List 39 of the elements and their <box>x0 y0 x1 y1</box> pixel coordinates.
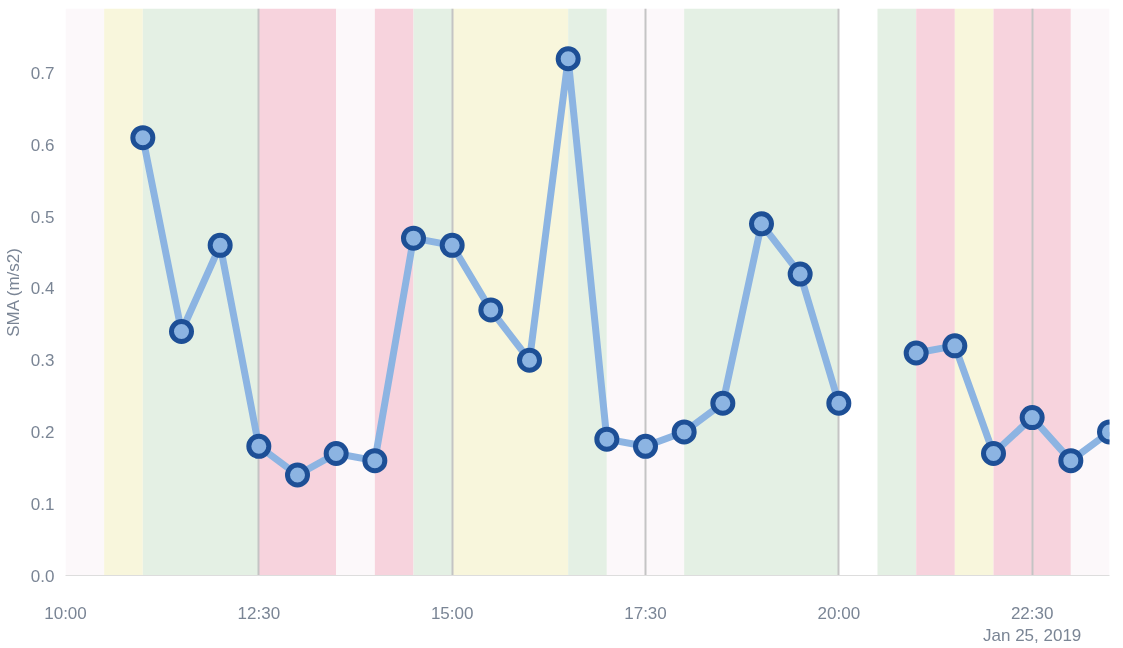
y-tick-label: 0.0 <box>30 566 55 586</box>
point <box>439 232 465 258</box>
point <box>749 211 774 237</box>
x-tick-label: 10:00 <box>44 603 87 623</box>
x-tick-label: 17:30 <box>624 603 667 623</box>
point <box>942 333 968 359</box>
point <box>710 390 736 416</box>
point <box>130 125 156 151</box>
point <box>169 318 194 344</box>
y-tick-label: 0.5 <box>30 207 55 227</box>
y-tick-label: 0.3 <box>30 351 55 371</box>
point <box>787 261 813 287</box>
point <box>285 462 310 488</box>
point <box>1019 405 1045 431</box>
y-tick-label: 0.1 <box>30 494 55 514</box>
x-tick-label: 12:30 <box>237 603 281 623</box>
point <box>594 426 620 452</box>
point <box>246 433 272 459</box>
x-tick-label: 22:30 Jan 25, 2019 <box>983 603 1082 646</box>
point <box>323 441 349 466</box>
y-tick-label: 0.6 <box>30 135 55 155</box>
point <box>362 448 388 474</box>
point <box>207 232 233 258</box>
point <box>981 441 1006 466</box>
point <box>478 297 504 323</box>
y-tick-label: 0.2 <box>30 422 55 442</box>
point <box>555 46 581 72</box>
point <box>401 225 426 251</box>
point <box>826 390 852 416</box>
y-tick-label: 0.4 <box>30 279 55 299</box>
x-tick-label: 20:00 <box>817 603 861 623</box>
point <box>517 347 542 373</box>
point <box>1058 448 1084 474</box>
y-tick-label: 0.7 <box>30 64 55 84</box>
y-axis-title: SMA (m/s2) <box>3 248 23 337</box>
point <box>903 340 929 366</box>
point <box>671 419 697 445</box>
x-tick-label: 15:00 <box>430 603 474 623</box>
point <box>633 433 658 459</box>
